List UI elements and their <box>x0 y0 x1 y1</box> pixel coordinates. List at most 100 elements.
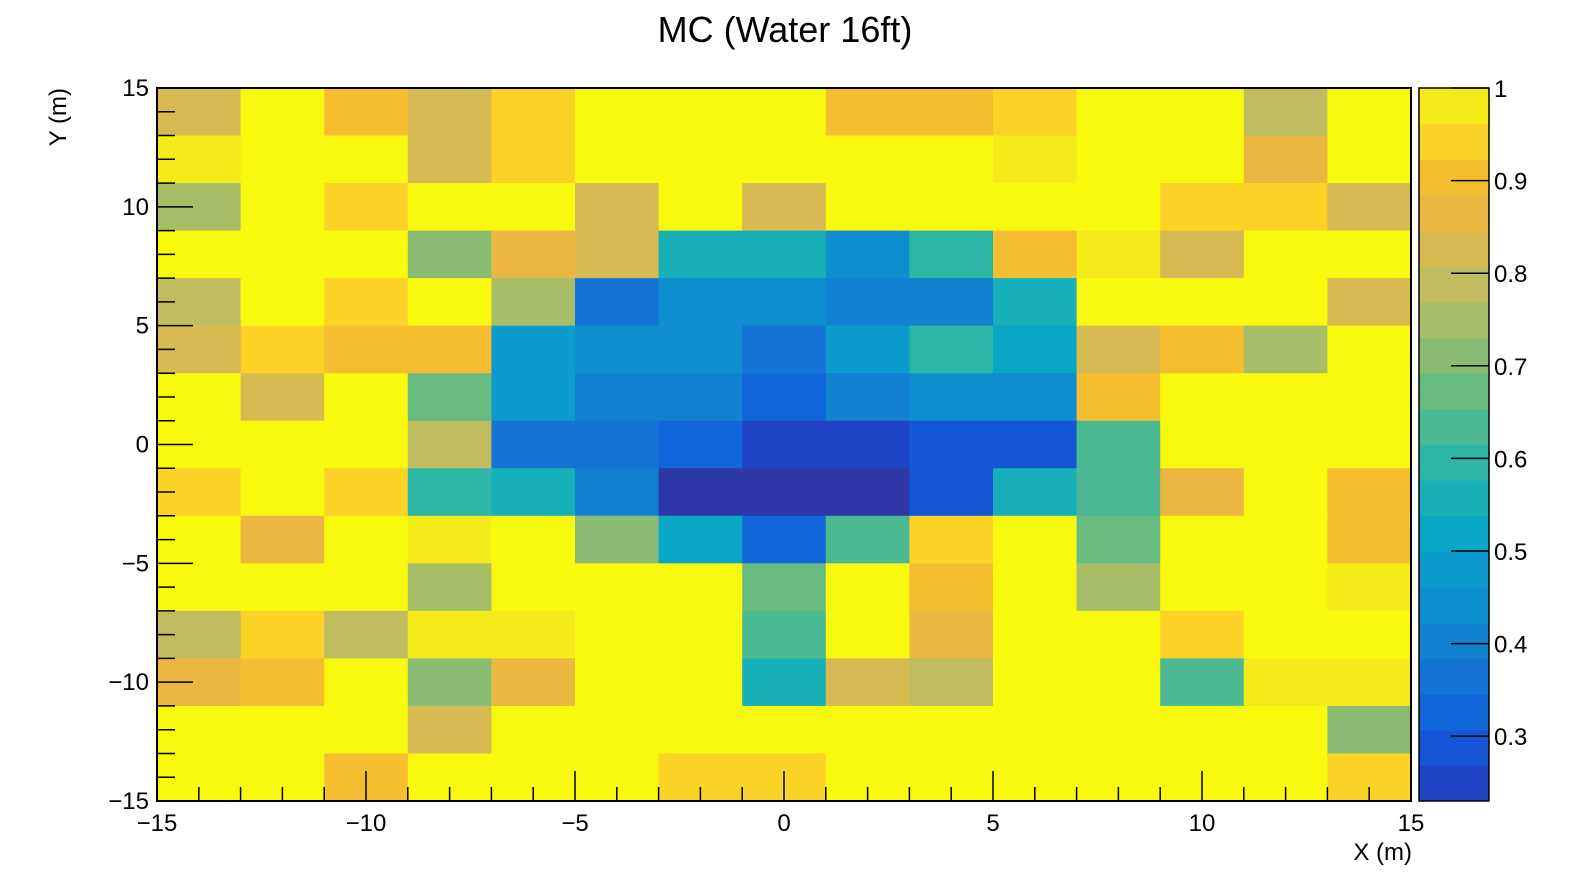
heatmap-cell <box>1076 610 1161 659</box>
heatmap-cell <box>825 230 910 279</box>
colorbar-tick-label: 0.5 <box>1494 539 1527 566</box>
heatmap-cell <box>1076 183 1161 232</box>
heatmap-cell <box>1160 278 1245 327</box>
heatmap-cell <box>825 373 910 422</box>
heatmap-cell <box>324 230 409 279</box>
heatmap-cell <box>491 515 576 564</box>
colorbar-tick-label: 1 <box>1494 76 1507 103</box>
y-tick-label: 5 <box>136 313 149 340</box>
colorbar-segment <box>1419 765 1489 802</box>
heatmap-cell <box>324 278 409 327</box>
x-tick-label: −15 <box>137 810 178 837</box>
heatmap-cell <box>575 373 660 422</box>
heatmap-cell <box>742 230 827 279</box>
heatmap-cell <box>491 325 576 374</box>
y-axis: −15 −10 −5 0 5 10 15 <box>108 75 193 815</box>
y-axis-title: Y (m) <box>45 88 72 146</box>
colorbar-segment <box>1419 373 1489 410</box>
heatmap-cell <box>825 563 910 612</box>
heatmap-cell <box>407 135 492 184</box>
heatmap-cell <box>1243 610 1328 659</box>
heatmap-cell <box>1327 88 1412 137</box>
heatmap-cell <box>825 610 910 659</box>
heatmap-cell <box>324 183 409 232</box>
heatmap-cell <box>1160 88 1245 137</box>
heatmap-cell <box>825 88 910 137</box>
heatmap-cell <box>575 468 660 517</box>
heatmap-cell <box>909 705 994 754</box>
x-tick-label: −5 <box>561 810 588 837</box>
colorbar-segment <box>1419 408 1489 445</box>
heatmap-cell <box>993 468 1078 517</box>
heatmap-cell <box>742 563 827 612</box>
heatmap-cell <box>240 183 325 232</box>
heatmap-cell <box>1327 230 1412 279</box>
heatmap-cell <box>1160 135 1245 184</box>
heatmap-cell <box>575 705 660 754</box>
heatmap-cell <box>1243 183 1328 232</box>
heatmap-cell <box>825 658 910 707</box>
heatmap-cell <box>909 230 994 279</box>
x-tick-label: 0 <box>777 810 790 837</box>
colorbar-tick-label: 0.8 <box>1494 261 1527 288</box>
heatmap-cell <box>658 88 743 137</box>
heatmap-cell <box>575 515 660 564</box>
heatmap-cell <box>407 278 492 327</box>
heatmap-cell <box>407 658 492 707</box>
heatmap-cell <box>324 88 409 137</box>
heatmap-cell <box>658 420 743 469</box>
colorbar-segment <box>1419 230 1489 267</box>
heatmap-cell <box>658 135 743 184</box>
heatmap-cell <box>491 468 576 517</box>
heatmap-cell <box>575 420 660 469</box>
heatmap-cell <box>1243 135 1328 184</box>
colorbar-tick-label: 0.3 <box>1494 724 1527 751</box>
heatmap-cell <box>324 468 409 517</box>
heatmap-cell <box>1160 468 1245 517</box>
heatmap-cell <box>658 658 743 707</box>
heatmap-cell <box>1076 373 1161 422</box>
heatmap-cell <box>742 420 827 469</box>
heatmap-cell <box>575 563 660 612</box>
heatmap-cell <box>491 88 576 137</box>
y-tick-label: −5 <box>122 550 149 577</box>
y-tick-label: 15 <box>122 75 149 102</box>
heatmap-cell <box>993 705 1078 754</box>
heatmap-cell <box>407 705 492 754</box>
colorbar-segment <box>1419 515 1489 552</box>
heatmap-cell <box>909 468 994 517</box>
heatmap-cell <box>742 373 827 422</box>
heatmap-cell <box>658 325 743 374</box>
heatmap-cell <box>825 515 910 564</box>
heatmap-cell <box>993 563 1078 612</box>
heatmap-cell <box>825 468 910 517</box>
heatmap-cell <box>240 658 325 707</box>
heatmap-cell <box>658 515 743 564</box>
heatmap-cell <box>1243 515 1328 564</box>
heatmap-cell <box>1327 658 1412 707</box>
heatmap-cell <box>1076 563 1161 612</box>
heatmap-cell <box>1327 183 1412 232</box>
heatmap-cell <box>993 373 1078 422</box>
heatmap-cell <box>240 278 325 327</box>
colorbar-segment <box>1419 444 1489 481</box>
heatmap-cell <box>324 563 409 612</box>
y-tick-label: 0 <box>136 432 149 459</box>
heatmap-cell <box>1327 420 1412 469</box>
heatmap-cell <box>575 610 660 659</box>
heatmap-cell <box>491 420 576 469</box>
colorbar-segment <box>1419 622 1489 659</box>
colorbar-segment <box>1419 123 1489 160</box>
heatmap-cell <box>240 563 325 612</box>
heatmap-cell <box>407 468 492 517</box>
colorbar-segment <box>1419 159 1489 196</box>
heatmap-cell <box>1076 278 1161 327</box>
x-tick-label: 5 <box>986 810 999 837</box>
heatmap-cell <box>575 278 660 327</box>
heatmap-cell <box>407 610 492 659</box>
heatmap-cell <box>1160 373 1245 422</box>
heatmap-cell <box>993 420 1078 469</box>
x-axis-title: X (m) <box>1353 839 1412 866</box>
heatmap-cell <box>1327 135 1412 184</box>
colorbar-tick-label: 0.9 <box>1494 169 1527 196</box>
